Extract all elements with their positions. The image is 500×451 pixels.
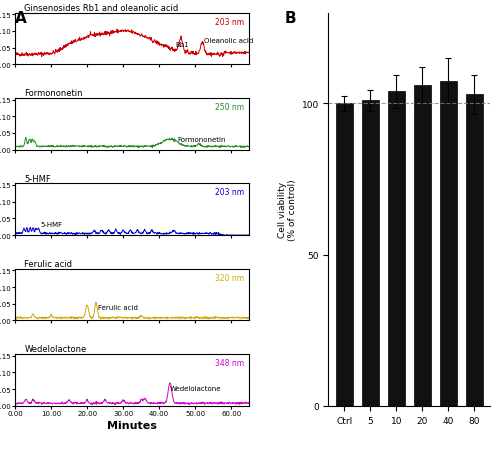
Bar <box>414 86 430 406</box>
Text: Formononetin: Formononetin <box>177 137 226 143</box>
Text: 5-HMF: 5-HMF <box>24 174 51 183</box>
Bar <box>362 101 378 406</box>
Y-axis label: Cell viability
(% of control): Cell viability (% of control) <box>278 179 297 240</box>
Text: Ferulic acid: Ferulic acid <box>98 304 138 310</box>
Bar <box>466 95 482 406</box>
Text: Wedelolactone: Wedelolactone <box>170 385 222 391</box>
Bar <box>336 104 352 406</box>
Text: 203 nm: 203 nm <box>216 18 244 27</box>
Bar <box>440 82 456 406</box>
Text: A: A <box>15 11 27 26</box>
Text: Oleanolic acid: Oleanolic acid <box>204 37 254 43</box>
Text: 320 nm: 320 nm <box>216 273 244 282</box>
Text: Ferulic acid: Ferulic acid <box>24 259 72 268</box>
Text: 5-HMF: 5-HMF <box>40 221 62 227</box>
Text: 250 nm: 250 nm <box>216 103 244 112</box>
Text: Rb1: Rb1 <box>176 42 190 48</box>
Text: 348 nm: 348 nm <box>216 359 244 368</box>
Text: Formononetin: Formononetin <box>24 89 83 98</box>
Text: B: B <box>285 11 296 26</box>
Text: Ginsenosides Rb1 and oleanolic acid: Ginsenosides Rb1 and oleanolic acid <box>24 4 178 13</box>
X-axis label: Minutes: Minutes <box>107 420 157 430</box>
Bar <box>388 92 404 406</box>
Text: 203 nm: 203 nm <box>216 188 244 197</box>
Text: Wedelolactone: Wedelolactone <box>24 345 86 354</box>
